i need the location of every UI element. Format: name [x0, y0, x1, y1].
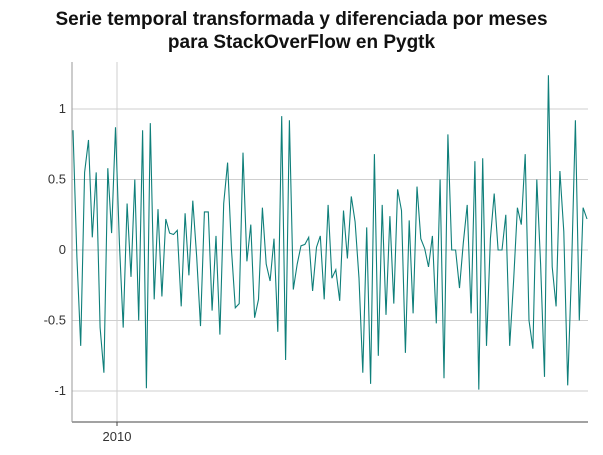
chart-title-line-1: Serie temporal transformada y diferencia… — [55, 9, 548, 30]
x-tick-label: 2010 — [103, 429, 132, 444]
series-line — [72, 75, 588, 390]
chart-title: Serie temporal transformada y diferencia… — [0, 8, 603, 54]
y-tick-label: -1 — [54, 383, 66, 398]
y-tick-label: -0.5 — [44, 313, 66, 328]
y-tick-label: 0.5 — [48, 172, 66, 187]
y-tick-label: 1 — [59, 101, 66, 116]
y-tick-label: 0 — [59, 242, 66, 257]
chart-title-line-2: para StackOverFlow en Pygtk — [167, 32, 436, 53]
